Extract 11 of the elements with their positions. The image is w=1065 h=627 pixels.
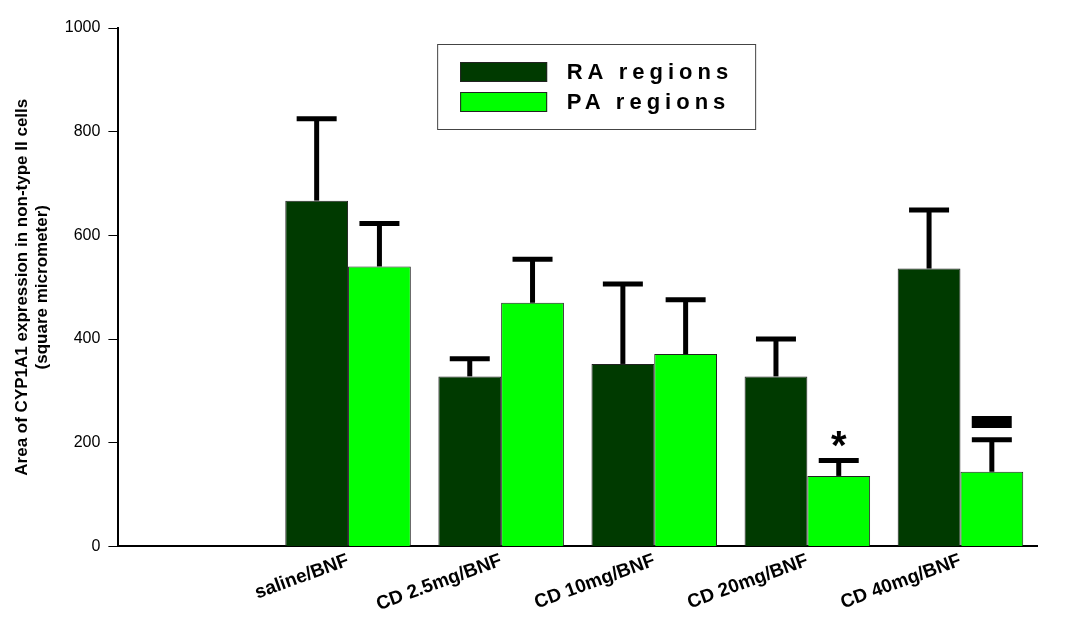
y-tick-label: 400 (73, 329, 101, 347)
y-tick-label: 1000 (64, 18, 101, 36)
annotation: ▬ (971, 391, 1012, 436)
y-tick-label: 600 (73, 225, 101, 243)
y-axis-title: Area of CYP1A1 expression in non-type II cells (square micrometer) (11, 98, 52, 476)
y-tick-label: 0 (91, 536, 101, 554)
legend-label: RA regions (566, 59, 734, 85)
y-tick-label: 200 (73, 433, 101, 451)
y-tick-label: 800 (73, 122, 101, 140)
legend-label: PA regions (566, 89, 731, 115)
annotation: * (830, 422, 847, 467)
